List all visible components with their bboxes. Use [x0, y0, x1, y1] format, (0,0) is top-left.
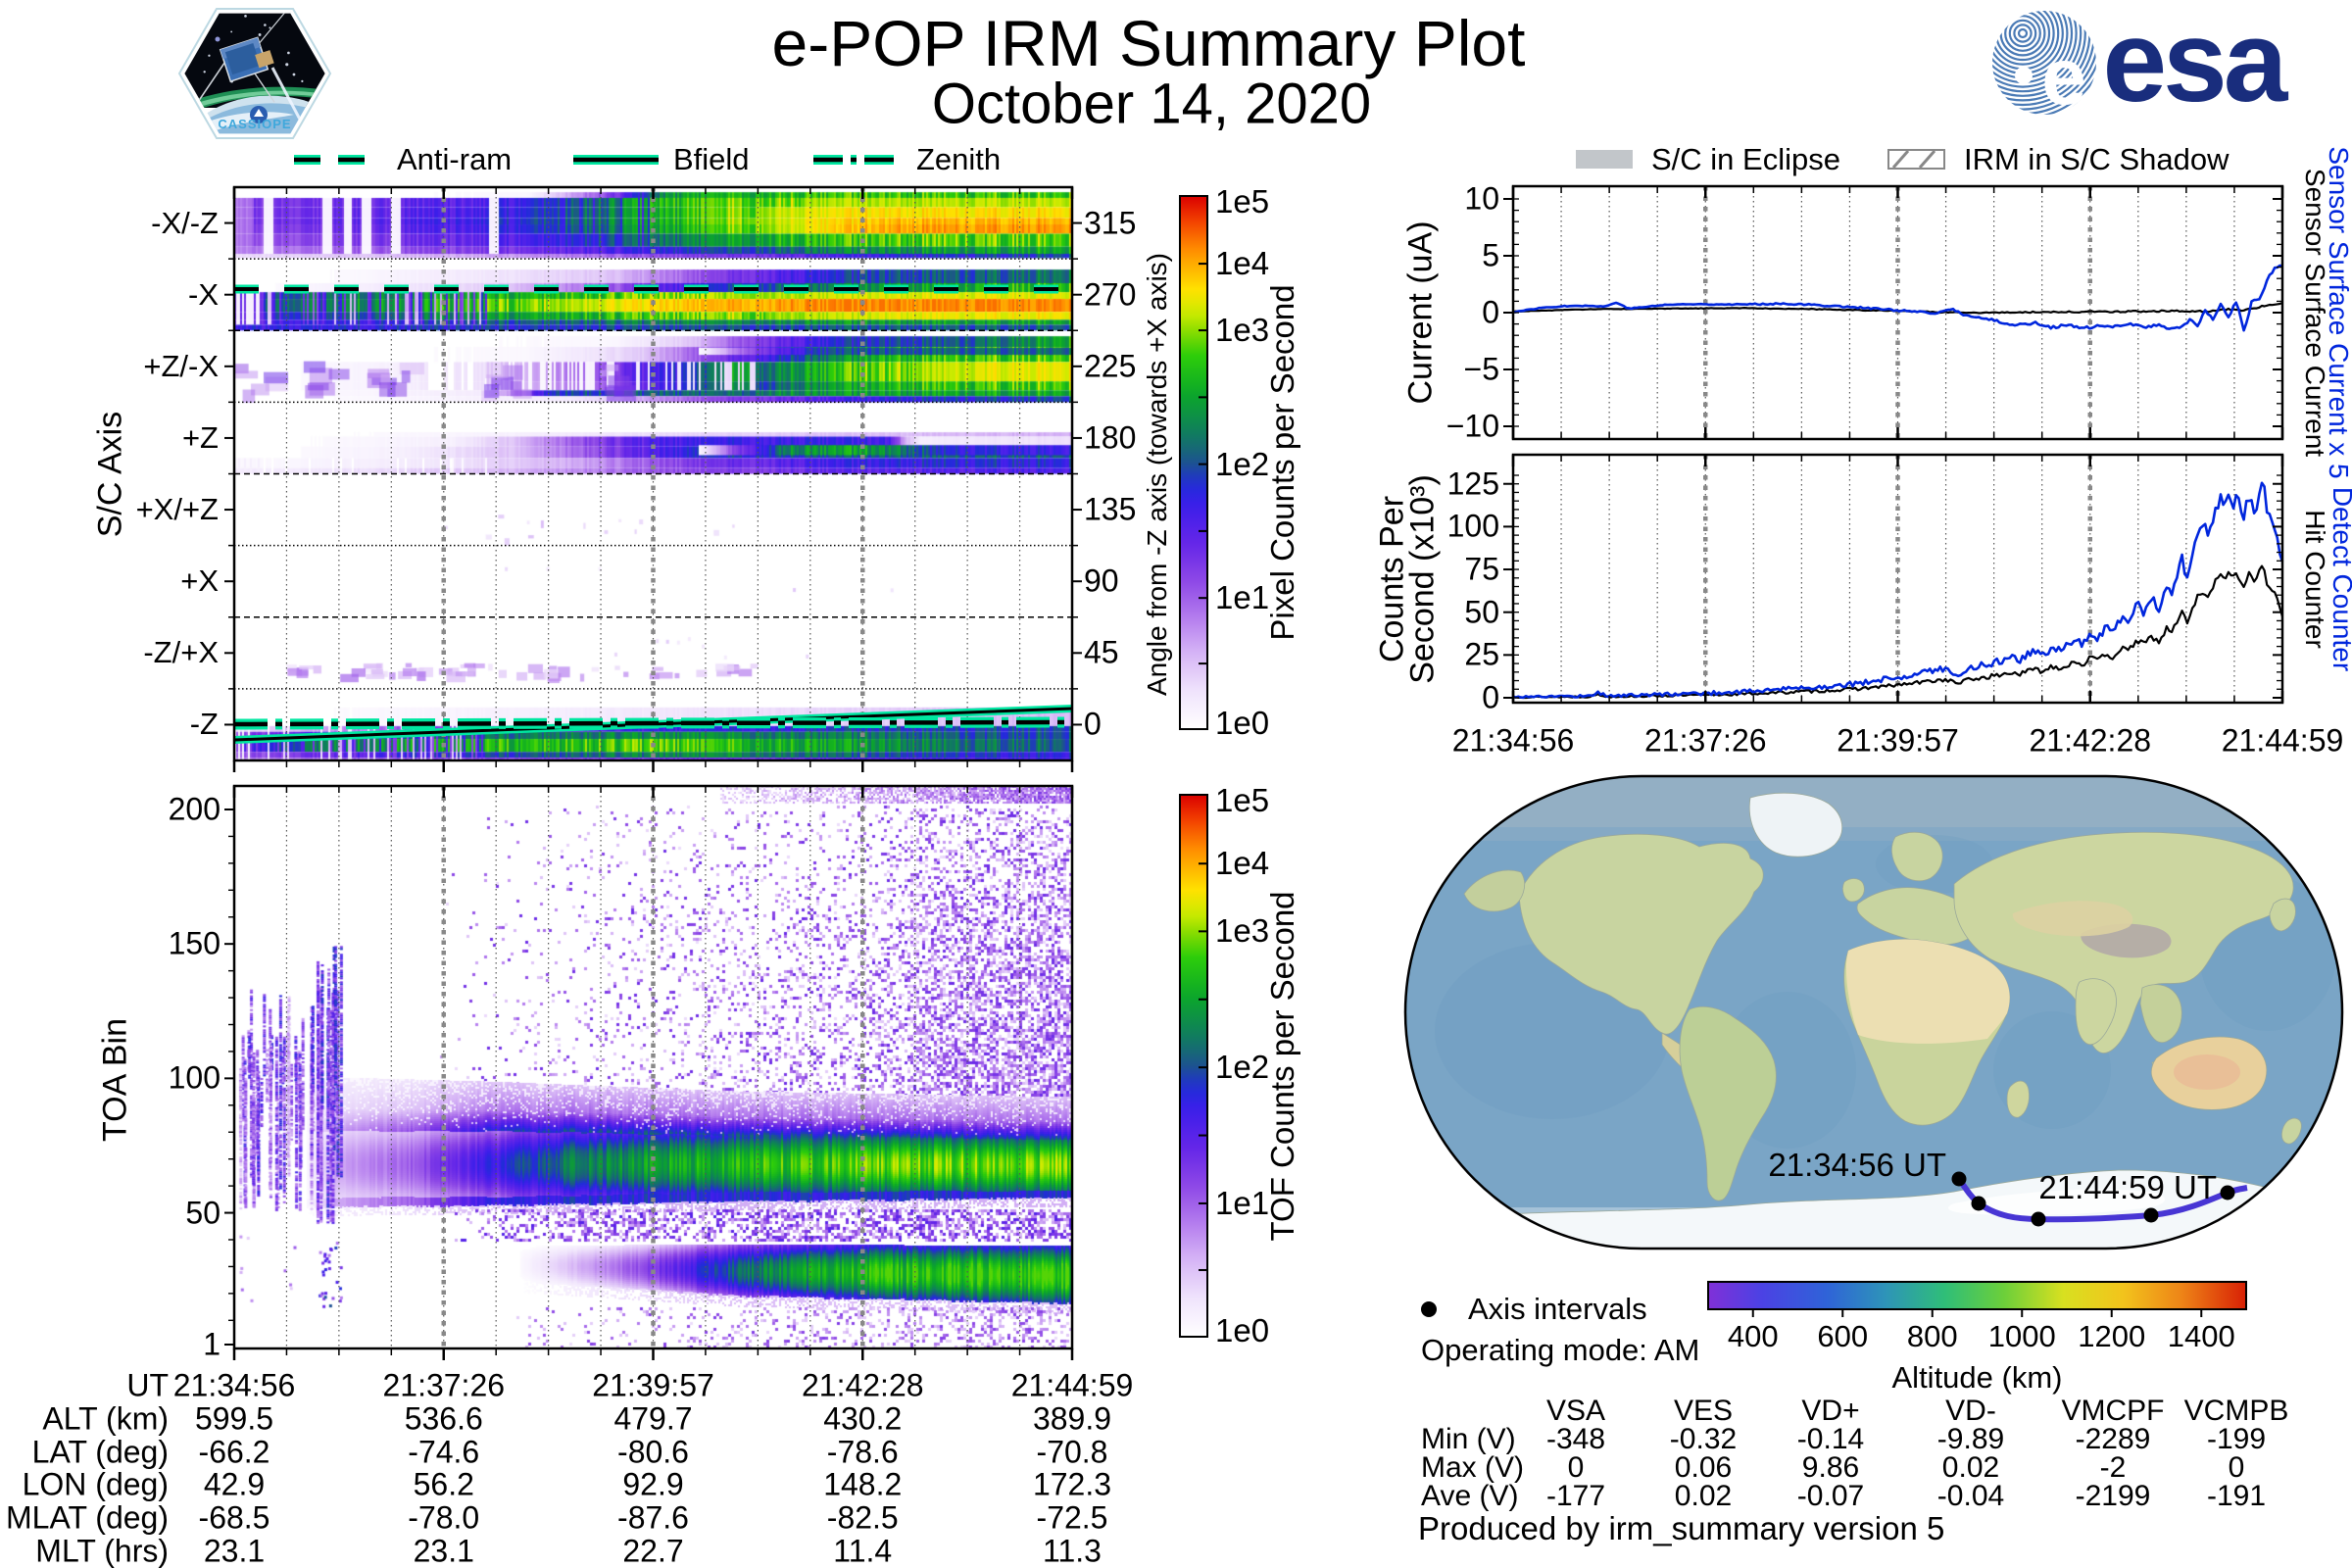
svg-text:e: e [2041, 32, 2086, 122]
svg-text:CASSIOPE: CASSIOPE [218, 117, 291, 131]
svg-text:esa: esa [2103, 0, 2289, 126]
